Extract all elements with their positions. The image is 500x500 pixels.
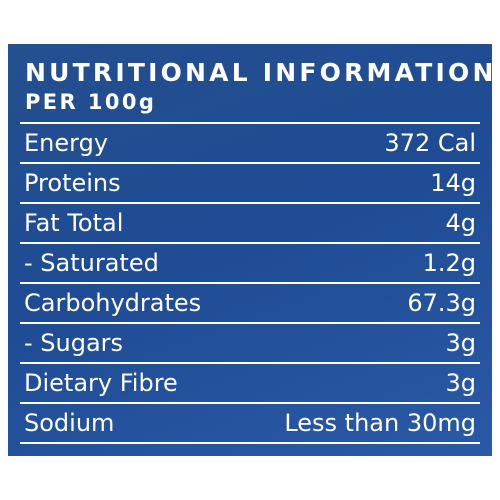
- table-row: Proteins 14g: [20, 164, 480, 204]
- table-row: Sodium Less than 30mg: [20, 404, 480, 444]
- nutrient-name: Fat Total: [24, 209, 124, 237]
- nutrient-name: Carbohydrates: [24, 289, 202, 317]
- nutrient-name: Sodium: [24, 409, 115, 437]
- nutrient-amount: 67.3g: [407, 289, 476, 317]
- nutrient-name: Proteins: [24, 169, 121, 197]
- nutrient-amount: 372 Cal: [384, 129, 476, 157]
- nutrient-name: - Sugars: [24, 329, 124, 357]
- nutrient-amount: Less than 30mg: [284, 409, 476, 437]
- subtitle: PER 100g: [25, 90, 157, 114]
- table-row: - Saturated 1.2g: [20, 244, 480, 284]
- nutrient-name: Dietary Fibre: [24, 369, 178, 397]
- title: NUTRITIONAL INFORMATION: [25, 58, 497, 87]
- nutrient-name: - Saturated: [24, 249, 159, 277]
- nutrient-amount: 3g: [445, 329, 476, 357]
- table-row: Carbohydrates 67.3g: [20, 284, 480, 324]
- label-panel: NUTRITIONAL INFORMATION PER 100g Energy 3…: [8, 44, 493, 456]
- nutrition-table: Energy 372 Cal Proteins 14g Fat Total 4g - Sat…: [20, 122, 480, 444]
- nutrient-name: Energy: [24, 129, 109, 157]
- nutrient-amount: 4g: [445, 209, 476, 237]
- nutrient-amount: 1.2g: [422, 249, 476, 277]
- table-row: Energy 372 Cal: [20, 124, 480, 164]
- table-row: Fat Total 4g: [20, 204, 480, 244]
- nutrient-amount: 3g: [445, 369, 476, 397]
- nutrient-amount: 14g: [430, 169, 476, 197]
- table-row: - Sugars 3g: [20, 324, 480, 364]
- table-row: Dietary Fibre 3g: [20, 364, 480, 404]
